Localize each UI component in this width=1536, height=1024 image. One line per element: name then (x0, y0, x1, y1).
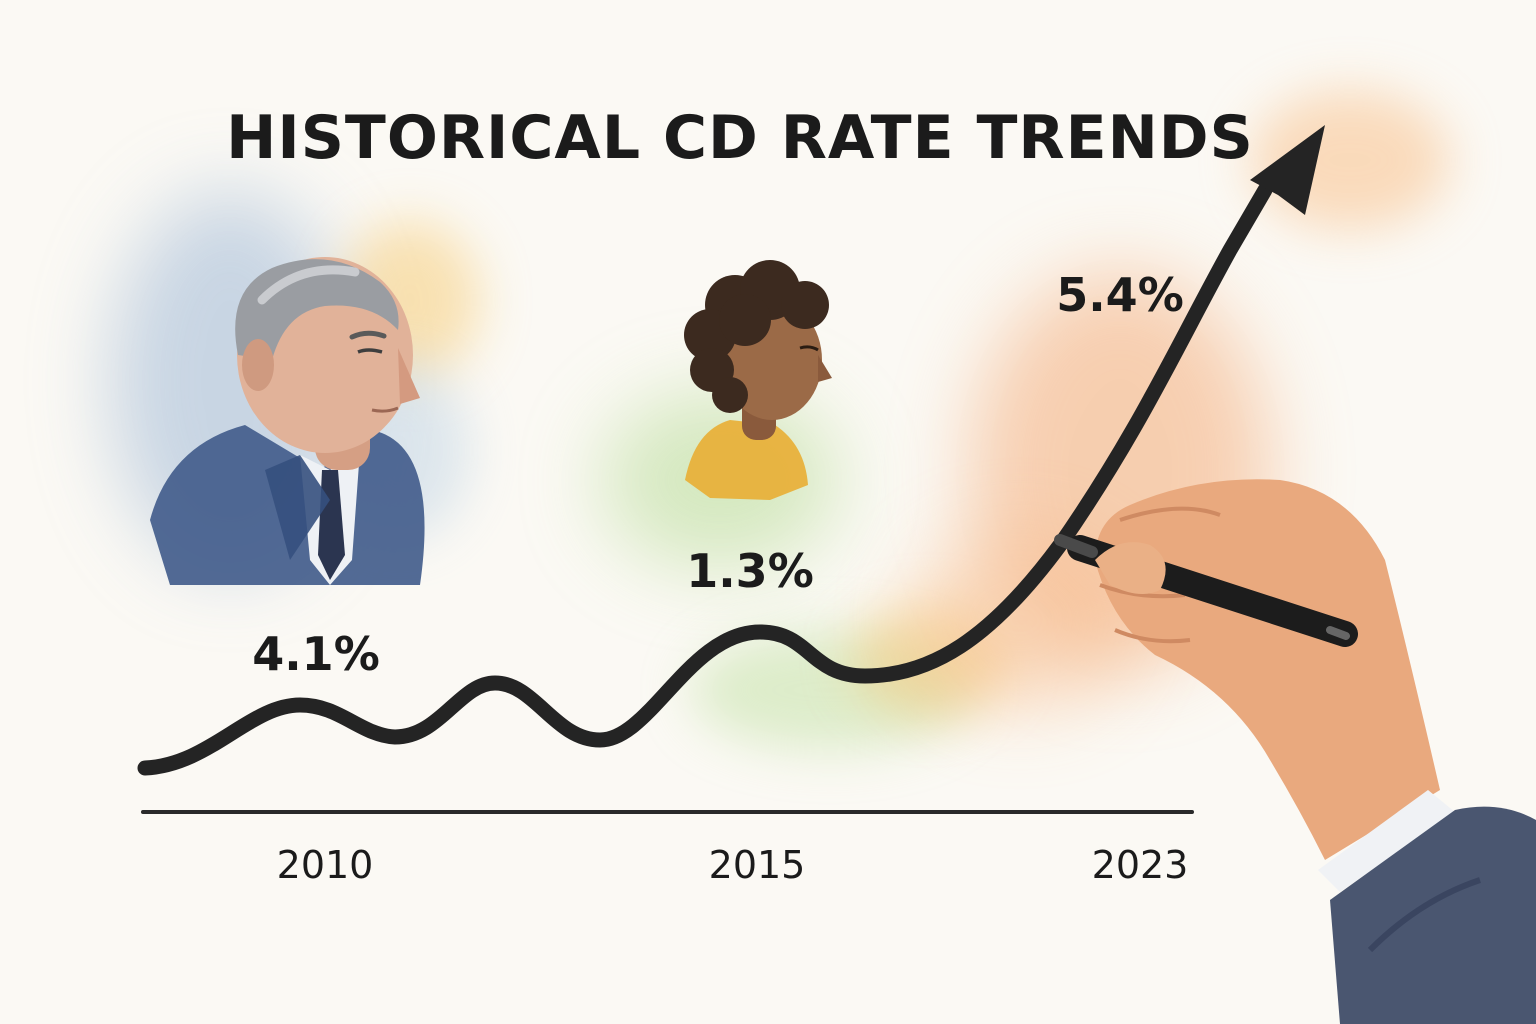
x-tick-label-2023: 2023 (1092, 843, 1189, 887)
data-labels: 4.1% 1.3% 5.4% (252, 268, 1184, 681)
older-man-portrait (150, 257, 425, 585)
data-label-2010: 4.1% (252, 627, 380, 681)
chart-title: HISTORICAL CD RATE TRENDS (226, 103, 1254, 173)
x-tick-label-2010: 2010 (277, 843, 374, 887)
drawing-hand (1054, 479, 1536, 1024)
data-label-2015: 1.3% (686, 544, 814, 598)
x-tick-label-2015: 2015 (709, 843, 806, 887)
x-tick-labels: 2010 2015 2023 (277, 843, 1189, 887)
data-label-2023: 5.4% (1056, 268, 1184, 322)
young-woman-portrait (684, 260, 832, 500)
arrow-head (1250, 125, 1325, 215)
